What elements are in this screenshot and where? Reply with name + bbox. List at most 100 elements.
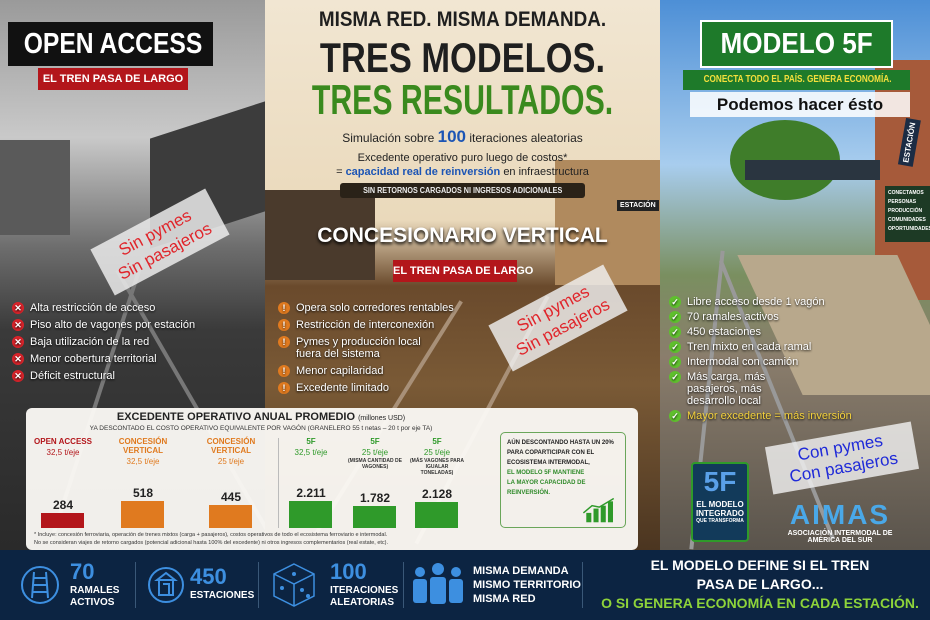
divider [403,562,404,608]
canopy [745,160,880,180]
check-icon: ✓ [669,296,681,308]
excedente-chart: EXCEDENTE OPERATIVO ANUAL PROMEDIO (mill… [26,408,638,550]
people-icon [413,563,463,604]
logo-5f: 5F EL MODELO INTEGRADO QUE TRANSFORMA [691,462,749,542]
stat-ramales-label: RAMALES ACTIVOS [70,585,120,608]
check-icon: ✓ [669,311,681,323]
divider [135,562,136,608]
list-item: ✓ 450 estaciones [669,326,852,338]
list-item: ✕ Déficit estructural [12,370,195,382]
list-item: ✓ Intermodal con camión [669,356,852,368]
column-label: CONCESIÓN VERTICAL 32,5 t/eje [118,437,168,466]
middle-list: ! Opera solo corredores rentables ! Restri… [278,302,454,399]
list-item: ! Opera solo corredores rentables [278,302,454,314]
check-icon: ✓ [669,371,681,383]
left-tag: EL TREN PASA DE LARGO [38,68,188,90]
list-item: ✕ Baja utilización de la red [12,336,195,348]
list-item: ✕ Menor cobertura territorial [12,353,195,365]
bar-value-label: 518 [132,486,154,500]
headline-2: TRES MODELOS. [319,34,606,81]
check-icon: ✓ [669,326,681,338]
bar-2 [209,504,252,528]
station-building [0,140,70,235]
bottom-bar: 70 RAMALES ACTIVOS 450 ESTACIONES 100 ITE… [0,550,930,620]
x-icon: ✕ [12,353,24,365]
list-item: ✓ 70 ramales activos [669,311,852,323]
chart-divider [278,438,279,528]
train-wagon [265,190,375,280]
warning-icon: ! [278,382,290,394]
slogan: Podemos hacer ésto [690,92,910,117]
concesion-title: CONCESIONARIO VERTICAL [317,224,608,247]
info-board: CONECTAMOS PERSONAS PRODUCCIÓN COMUNIDADES O… [885,186,930,242]
callout-box: AÚN DESCONTANDO HASTA UN 20% PARA COPARTI… [500,432,626,528]
stat-estaciones-label: ESTACIONES [190,590,255,601]
rail-track-icon [21,566,59,604]
column-label: 5F 25 t/eje (MISMA CANTIDAD DE VAGONES) [348,437,402,470]
left-list: ✕ Alta restricción de acceso ✕ Piso alto d… [12,302,195,387]
bar-5 [415,502,458,528]
check-icon: ✓ [669,410,681,422]
column-label: CONCESIÓN VERTICAL 25 t/eje [206,437,256,466]
bar-0 [41,513,84,528]
chart-subtitle: YA DESCONTADO EL COSTO OPERATIVO EQUIVAL… [89,425,433,432]
dice-icon [273,563,315,607]
no-returns-pill: SIN RETORNOS CARGADOS NI INGRESOS ADICIO… [340,183,585,198]
connect-strip: CONECTA TODO EL PAÍS. GENERA ECONOMÍA. [683,70,910,90]
bar-value-label: 2.211 [296,486,326,500]
middle-tag: EL TREN PASA DE LARGO [393,260,533,282]
modelo-5f-title-box: MODELO 5F [700,20,893,68]
station-building [555,160,660,285]
list-item: ✕ Piso alto de vagones por estación [12,319,195,331]
open-access-title: OPEN ACCESS [23,28,203,60]
modelo-5f-panel: ESTACIÓN CONECTAMOS PERSONAS PRODUCCIÓN COM… [660,0,930,550]
warning-icon: ! [278,319,290,331]
list-item: ! Excedente limitado [278,382,454,394]
list-item: ✓ Mayor excedente = más inversión [669,410,852,422]
capacity-line: = capacidad real de reinversión en infra… [336,166,589,178]
x-icon: ✕ [12,370,24,382]
right-list: ✓ Libre acceso desde 1 vagón ✓ 70 ramales … [669,296,852,425]
no-returns-text: SIN RETORNOS CARGADOS NI INGRESOS ADICIO… [362,186,563,195]
bar-value-label: 1.782 [359,491,391,506]
stat-estaciones-number: 450 [190,564,227,589]
open-access-title-box: OPEN ACCESS [8,22,213,66]
list-item: ! Restricción de interconexión [278,319,454,331]
bar-3 [289,501,332,528]
bar-4 [353,506,396,528]
bar-value-label: 284 [52,498,74,513]
list-item: ✓ Más carga, más pasajeros, más desarroll… [669,371,852,407]
logo-aimas: AIMAS ASOCIACIÓN INTERMODAL DE AMÉRICA DE… [787,499,893,545]
list-item: ✓ Tren mixto en cada ramal [669,341,852,353]
list-item: ✕ Alta restricción de acceso [12,302,195,314]
check-icon: ✓ [669,356,681,368]
growth-chart-icon [582,497,615,523]
chart-title: EXCEDENTE OPERATIVO ANUAL PROMEDIO (mill… [116,411,406,423]
closing-message: EL MODELO DEFINE SI EL TREN PASA DE LARGO… [601,557,919,611]
connect-strip-text: CONECTA TODO EL PAÍS. GENERA ECONOMÍA. [703,74,892,85]
divider [258,562,259,608]
column-label: 5F 25 t/eje (MÁS VAGONES PARA IGUALAR TONE… [410,437,464,476]
x-icon: ✕ [12,336,24,348]
headline-1: MISMA RED. MISMA DEMANDA. [318,8,607,31]
stat-iteraciones-number: 100 [330,559,367,584]
bar-1 [121,501,164,528]
simulation-line: Simulación sobre 100 iteraciones aleator… [342,127,583,146]
stat-ramales-number: 70 [70,559,95,584]
station-sign: ESTACIÓN [617,200,659,211]
list-item: ! Pymes y producción local fuera del sist… [278,336,454,360]
check-icon: ✓ [669,341,681,353]
x-icon: ✕ [12,302,24,314]
list-item: ! Menor capilaridad [278,365,454,377]
warning-icon: ! [278,302,290,314]
divider [582,562,583,608]
warning-icon: ! [278,365,290,377]
warning-icon: ! [278,336,290,348]
stat-iteraciones-label: ITERACIONES ALEATORIAS [330,585,399,608]
bar-value-label: 445 [220,489,242,504]
chart-footnote: * Incluye: concesión ferroviaria, operac… [34,532,389,546]
station-icon [148,567,184,603]
same-conditions: MISMA DEMANDA MISMO TERRITORIO MISMA RED [473,565,581,605]
x-icon: ✕ [12,319,24,331]
excedente-line: Excedente operativo puro luego de costos… [357,152,568,164]
